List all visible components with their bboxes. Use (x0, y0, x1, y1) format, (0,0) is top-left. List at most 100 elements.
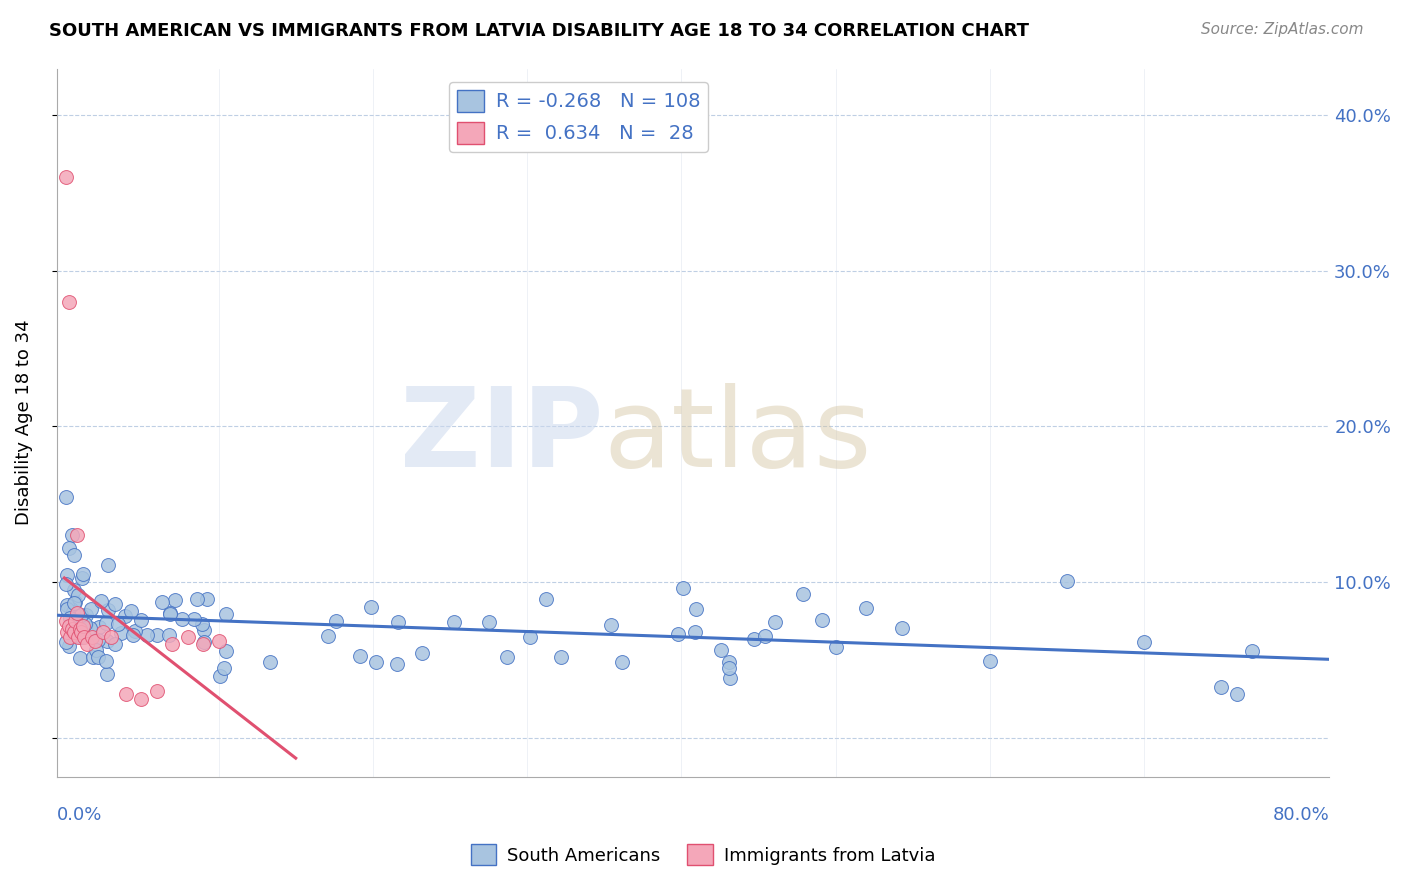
Text: SOUTH AMERICAN VS IMMIGRANTS FROM LATVIA DISABILITY AGE 18 TO 34 CORRELATION CHA: SOUTH AMERICAN VS IMMIGRANTS FROM LATVIA… (49, 22, 1029, 40)
Point (364, 655, 387, 669)
Point (80, 602, 103, 616)
Point (495, 650, 517, 665)
Point (666, 627, 689, 641)
Point (146, 627, 169, 641)
Point (104, 597, 127, 611)
Text: Source: ZipAtlas.com: Source: ZipAtlas.com (1201, 22, 1364, 37)
Point (215, 643, 238, 657)
Point (67, 588, 90, 602)
Point (97, 558, 120, 573)
Point (75, 607, 97, 622)
Point (763, 615, 786, 630)
Point (534, 592, 557, 607)
Legend: South Americans, Immigrants from Latvia: South Americans, Immigrants from Latvia (464, 837, 942, 872)
Point (69, 651, 91, 665)
Point (62, 549, 84, 563)
Point (115, 687, 138, 701)
Point (193, 635, 215, 649)
Point (96, 666, 118, 681)
Point (63, 614, 86, 628)
Point (165, 592, 187, 607)
Point (62, 605, 84, 619)
Point (55, 170, 77, 185)
Point (55, 490, 77, 504)
Point (183, 612, 205, 626)
Point (70, 624, 93, 639)
Text: 80.0%: 80.0% (1272, 806, 1329, 824)
Point (360, 599, 382, 614)
Point (1056, 574, 1078, 588)
Text: atlas: atlas (603, 384, 872, 491)
Point (599, 618, 621, 632)
Point (159, 607, 181, 621)
Point (63, 619, 86, 633)
Point (120, 604, 142, 618)
Point (82, 650, 104, 665)
Point (1226, 687, 1249, 701)
Point (75, 616, 97, 631)
Point (58, 640, 80, 654)
Point (718, 661, 741, 675)
Point (87, 650, 110, 665)
Point (519, 630, 541, 644)
Point (104, 637, 127, 651)
Point (69, 610, 91, 624)
Point (193, 624, 215, 638)
Point (129, 613, 152, 627)
Point (66, 528, 89, 542)
Point (855, 601, 877, 615)
Point (811, 613, 834, 627)
Point (97, 603, 120, 617)
Point (1241, 644, 1264, 658)
Point (72, 566, 94, 581)
Point (87, 633, 110, 648)
Point (107, 616, 129, 631)
Point (411, 646, 433, 660)
Point (73, 630, 96, 644)
Point (60, 528, 83, 542)
Point (212, 661, 235, 675)
Point (824, 640, 846, 654)
Point (62, 624, 84, 639)
Point (718, 671, 741, 685)
Point (96, 655, 118, 669)
Point (172, 612, 194, 626)
Point (55, 598, 77, 612)
Point (325, 614, 347, 628)
Point (100, 630, 122, 644)
Point (122, 628, 145, 642)
Point (59, 630, 82, 644)
Point (56, 602, 79, 616)
Point (79, 621, 101, 635)
Point (62, 607, 84, 621)
Point (69, 622, 91, 636)
Point (478, 615, 501, 629)
Point (87, 620, 110, 634)
Point (91, 624, 114, 639)
Point (70, 630, 93, 644)
Point (1133, 635, 1156, 649)
Point (349, 648, 371, 663)
Point (685, 602, 707, 616)
Point (72, 618, 94, 632)
Point (162, 637, 184, 651)
Point (150, 595, 173, 609)
Point (157, 627, 180, 641)
Point (124, 624, 146, 638)
Point (60, 615, 83, 630)
Point (316, 629, 339, 643)
Point (792, 587, 814, 601)
Point (191, 617, 214, 632)
Point (90, 594, 112, 608)
Point (94, 615, 117, 630)
Point (387, 615, 409, 629)
Point (1211, 680, 1233, 694)
Point (191, 637, 214, 651)
Point (742, 632, 765, 646)
Point (136, 627, 159, 641)
Point (718, 655, 741, 669)
Point (215, 607, 238, 621)
Point (58, 618, 80, 632)
Point (65, 595, 87, 609)
Point (60, 602, 83, 616)
